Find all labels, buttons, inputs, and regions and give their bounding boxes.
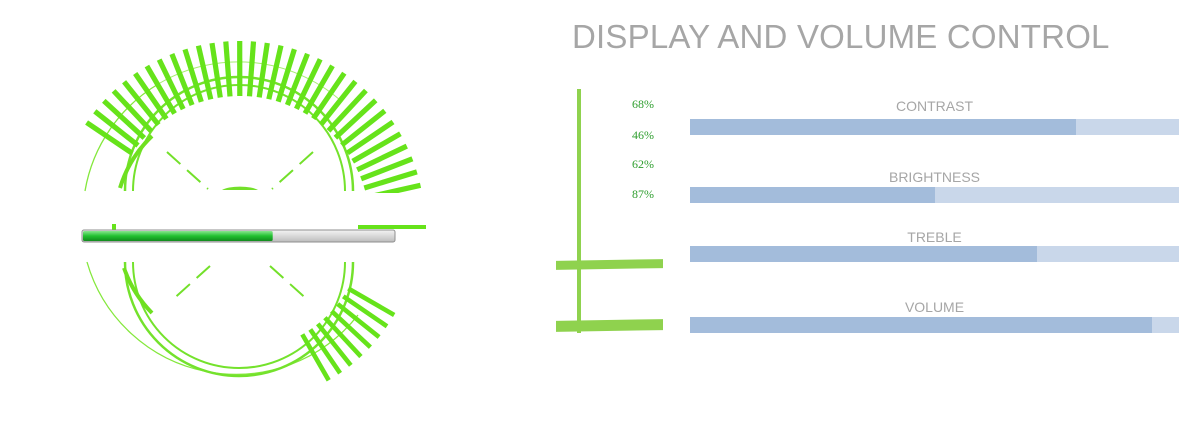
dial-ray-tick: [284, 52, 310, 106]
page-title: DISPLAY AND VOLUME CONTROL: [572, 18, 1110, 55]
inner-diagonal-lines: [166, 151, 314, 303]
treble-label: TREBLE: [907, 229, 962, 245]
dial-ray-tick: [111, 89, 154, 133]
dial-ray-tick: [182, 48, 204, 103]
volume-slider[interactable]: [690, 317, 1179, 333]
dial-ray-tick: [315, 322, 353, 367]
dial-indicator-tick-left: [112, 224, 116, 230]
dial-ray-tick: [122, 80, 161, 127]
contrast-slider-fill: [690, 119, 1077, 135]
percent-label: 68%: [632, 97, 654, 111]
dial-ray-tick: [326, 88, 368, 133]
radial-dial-graphic: [0, 40, 440, 382]
volume-label: VOLUME: [904, 299, 965, 315]
percent-label: 62%: [632, 157, 654, 171]
radial-tick-ring: [85, 40, 425, 382]
dial-ray-tick: [347, 286, 396, 317]
dial-ray-tick: [102, 98, 147, 140]
dial-ray-tick: [85, 120, 134, 156]
brightness-label: BRIGHTNESS: [888, 169, 980, 185]
dial-ray-tick: [300, 333, 331, 382]
dial-ray-tick: [133, 72, 169, 121]
contrast-slider[interactable]: [690, 119, 1179, 135]
dial-ray-tick: [308, 328, 343, 375]
progress-fill: [83, 231, 273, 241]
slider-handle-lower[interactable]: [556, 319, 663, 332]
dial-ray-tick: [311, 71, 347, 121]
percent-label: 87%: [632, 187, 654, 201]
dial-indicator-tick-right: [358, 225, 426, 229]
dial-ray-tick: [333, 98, 378, 140]
brightness-slider-fill: [690, 187, 935, 203]
dial-ray-tick: [223, 41, 233, 97]
dial-ray-tick: [294, 58, 323, 111]
arc-segment-left-top: [118, 134, 154, 189]
dial-ray-tick: [169, 53, 195, 107]
dial-ray-tick: [209, 42, 223, 98]
dial-ray-tick: [356, 143, 408, 173]
dial-ray-tick: [302, 64, 335, 115]
dial-ray-tick: [342, 294, 389, 329]
center-hub: [222, 186, 258, 190]
ring-bottom-outer: [123, 261, 355, 378]
dial-ray-tick: [330, 309, 372, 349]
dial-ray-tick: [275, 48, 297, 103]
dial-ray-tick: [336, 302, 381, 339]
dial-ray-tick: [256, 42, 270, 98]
arc-segment-left-bottom: [122, 267, 154, 315]
volume-slider-fill: [690, 317, 1153, 333]
percent-label: 46%: [632, 128, 654, 142]
dial-ray-tick: [346, 119, 395, 156]
dial-ray-tick: [351, 131, 402, 164]
dial-ray-tick: [360, 156, 414, 182]
slider-handle-upper[interactable]: [556, 259, 663, 270]
dial-ray-tick: [144, 64, 177, 115]
brightness-slider[interactable]: [690, 187, 1179, 203]
treble-slider-fill: [690, 246, 1038, 262]
contrast-label: CONTRAST: [896, 98, 973, 114]
dial-ray-tick: [246, 41, 257, 97]
dial-ray-tick: [93, 109, 140, 148]
dial-ray-tick: [156, 58, 186, 111]
dial-ray-tick: [363, 169, 418, 191]
dial-ray-tick: [195, 45, 214, 100]
dial-ray-tick: [319, 79, 358, 127]
vertical-slider-track: [577, 89, 581, 333]
treble-slider[interactable]: [690, 246, 1179, 262]
dial-ray-tick: [323, 316, 363, 359]
dial-ray-tick: [340, 108, 387, 148]
dial-ray-tick: [266, 45, 284, 100]
